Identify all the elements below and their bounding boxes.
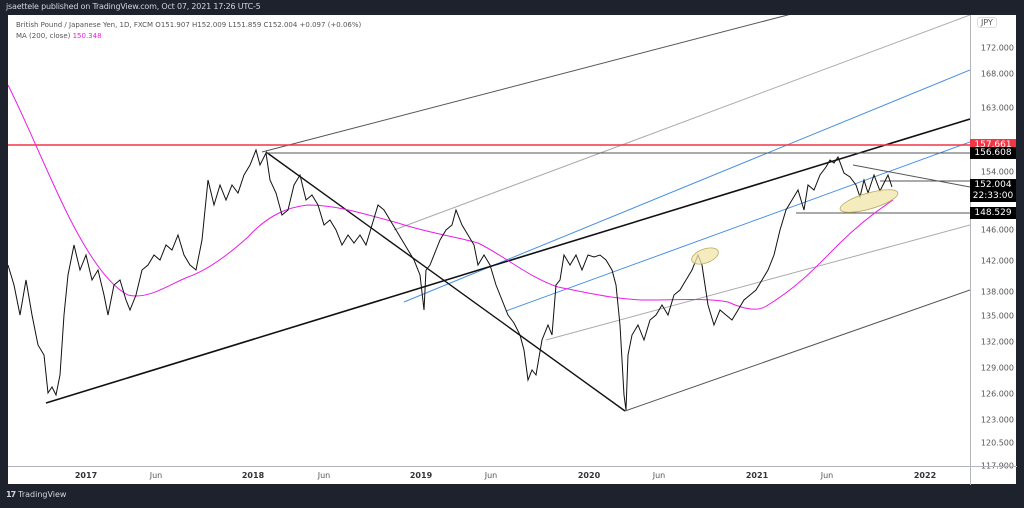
price-label: 129.000	[980, 363, 1014, 373]
price-label: 168.000	[980, 69, 1014, 79]
highlight-ellipse-2020[interactable]	[689, 245, 720, 268]
ma-legend: MA (200, close) 150.348	[16, 32, 102, 40]
time-label: 2019	[409, 471, 433, 480]
price-line[interactable]	[8, 148, 893, 411]
price-tag: 148.529	[970, 207, 1016, 219]
pitchfork-upper-inner[interactable]	[393, 15, 970, 231]
price-plot[interactable]	[8, 15, 970, 466]
chart-pane[interactable]: British Pound / Japanese Yen, 1D, FXCM O…	[8, 15, 1017, 485]
price-label: 135.000	[980, 311, 1014, 321]
price-axis[interactable]: JPY 172.000 168.000 163.000 154.000 146.000 1…	[970, 15, 1017, 471]
brand-name: TradingView	[18, 490, 67, 499]
time-label: Jun	[149, 471, 163, 480]
time-label: 2018	[241, 471, 265, 480]
time-axis[interactable]: 2017 Jun 2018 Jun 2019 Jun 2020 Jun 2021 Jun 2022	[8, 466, 970, 485]
price-tag: 156.608	[970, 147, 1016, 159]
highlight-ellipse-2021[interactable]	[838, 185, 900, 217]
time-label: Jun	[484, 471, 498, 480]
price-label: 163.000	[980, 103, 1014, 113]
time-label: 2017	[74, 471, 98, 480]
price-label: 154.000	[980, 167, 1014, 177]
price-tag: 22:33:00	[970, 190, 1016, 202]
time-label: Jun	[317, 471, 331, 480]
time-label: Jun	[820, 471, 834, 480]
axis-corner	[970, 466, 1017, 485]
currency-badge[interactable]: JPY	[977, 17, 997, 28]
price-tag: 152.004	[970, 179, 1016, 191]
triangle-upper-line[interactable]	[852, 164, 970, 188]
published-info: jsaettele published on TradingView.com, …	[6, 2, 261, 11]
pitchfork-upper-outer[interactable]	[261, 15, 826, 153]
pitchfork-lower-inner[interactable]	[545, 224, 970, 341]
price-label: 142.000	[980, 256, 1014, 266]
price-label: 138.000	[980, 287, 1014, 297]
time-label: Jun	[652, 471, 666, 480]
time-label: 2021	[745, 471, 769, 480]
tradingview-logo-icon: 17	[6, 490, 16, 499]
pitchfork-handle[interactable]	[265, 151, 626, 412]
price-label: 120.500	[980, 438, 1014, 448]
publisher-bar: jsaettele published on TradingView.com, …	[0, 0, 1024, 15]
price-label: 146.000	[980, 225, 1014, 235]
price-label: 126.000	[980, 389, 1014, 399]
price-label: 123.000	[980, 415, 1014, 425]
ma-value: 150.348	[72, 32, 102, 40]
tradingview-brand: 17 TradingView	[6, 490, 66, 499]
symbol-ohlc: British Pound / Japanese Yen, 1D, FXCM O…	[16, 21, 362, 29]
chart-legend: British Pound / Japanese Yen, 1D, FXCM O…	[16, 20, 361, 42]
price-label: 172.000	[980, 43, 1014, 53]
pitchfork-lower-outer[interactable]	[624, 289, 970, 412]
pitchfork-lower-median[interactable]	[505, 141, 970, 312]
time-label: 2020	[577, 471, 601, 480]
price-label: 132.000	[980, 337, 1014, 347]
time-label: 2022	[913, 471, 937, 480]
